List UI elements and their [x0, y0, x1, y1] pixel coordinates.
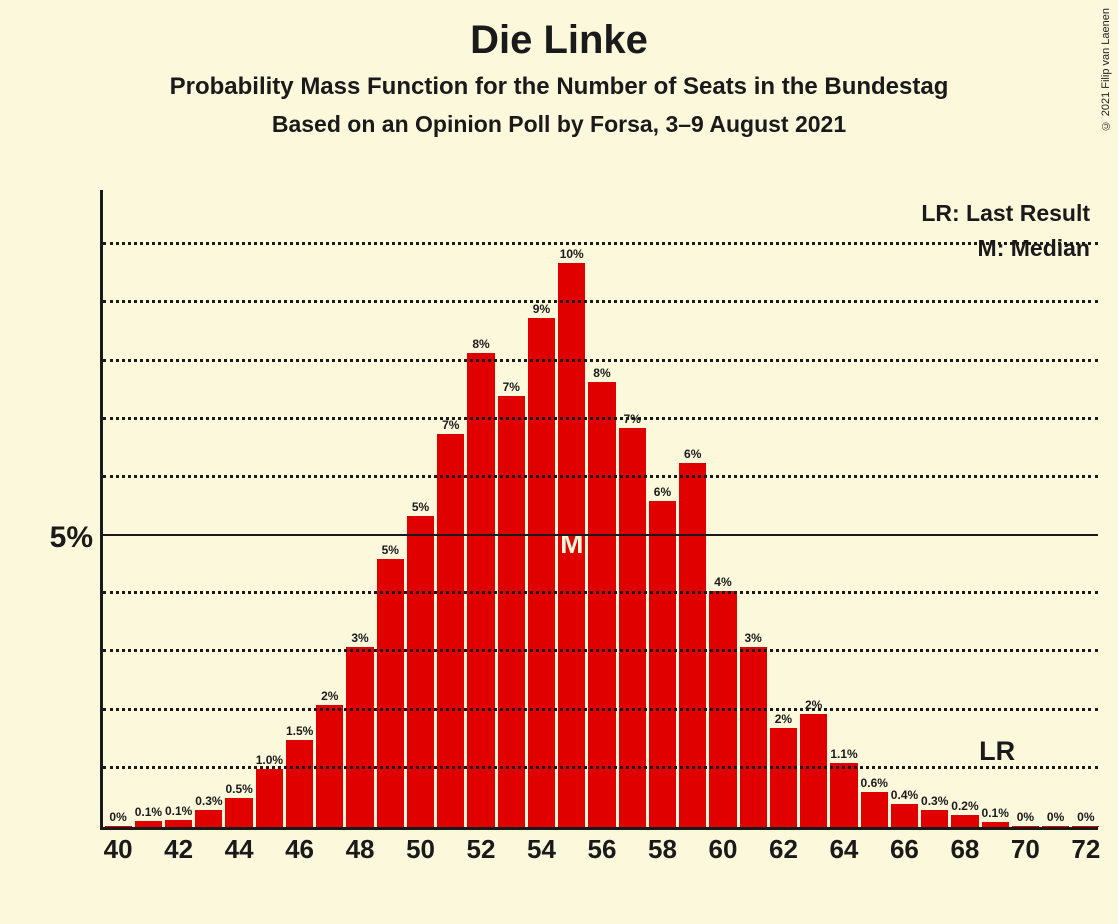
bar-value-label: 8% — [588, 366, 615, 380]
bar-value-label: 0.6% — [861, 776, 888, 790]
x-axis-tick: 56 — [588, 834, 617, 865]
lr-marker: LR — [979, 736, 1015, 767]
bar-value-label: 0.1% — [982, 806, 1009, 820]
chart-container: LR: Last Result M: Median 0%0.1%0.1%0.3%… — [38, 190, 1098, 870]
bar-value-label: 0.5% — [225, 782, 252, 796]
bar-value-label: 0% — [1012, 810, 1039, 824]
chart-title: Die Linke — [0, 18, 1118, 63]
x-axis-tick: 66 — [890, 834, 919, 865]
bar: 6% — [649, 501, 676, 827]
bar: 7% — [498, 396, 525, 827]
bar-value-label: 3% — [346, 631, 373, 645]
bar-value-label: 0.4% — [891, 788, 918, 802]
bar-value-label: 0% — [1072, 810, 1099, 824]
x-axis-tick: 52 — [467, 834, 496, 865]
bar-value-label: 0.2% — [951, 799, 978, 813]
bar: 3% — [346, 647, 373, 827]
bar: 0.6% — [861, 792, 888, 827]
bar-value-label: 5% — [407, 500, 434, 514]
x-axis-tick: 72 — [1071, 834, 1100, 865]
bar-value-label: 4% — [709, 575, 736, 589]
x-axis-tick: 70 — [1011, 834, 1040, 865]
bar-value-label: 8% — [467, 337, 494, 351]
gridline-major — [103, 534, 1098, 536]
bar-value-label: 2% — [316, 689, 343, 703]
plot-area: LR: Last Result M: Median 0%0.1%0.1%0.3%… — [100, 190, 1098, 830]
x-axis-tick: 40 — [104, 834, 133, 865]
bar: 1.1% — [830, 763, 857, 827]
median-marker: M — [560, 528, 583, 560]
bar: 0.4% — [891, 804, 918, 827]
bar: 5% — [377, 559, 404, 827]
gridline-minor — [103, 300, 1098, 303]
bar-value-label: 0.3% — [921, 794, 948, 808]
bar: 0.1% — [135, 821, 162, 827]
bar: 1.0% — [256, 769, 283, 827]
bar: 10%M — [558, 263, 585, 827]
bar-value-label: 6% — [649, 485, 676, 499]
bar: 3% — [740, 647, 767, 827]
bar-value-label: 1.5% — [286, 724, 313, 738]
x-axis-tick: 64 — [829, 834, 858, 865]
bar: 0% — [1072, 826, 1099, 827]
bar: 2% — [800, 714, 827, 827]
bar-value-label: 0.3% — [195, 794, 222, 808]
bar-value-label: 7% — [437, 418, 464, 432]
bar-value-label: 0.1% — [135, 805, 162, 819]
bar: 0.3% — [921, 810, 948, 827]
bar: 0% — [105, 826, 132, 827]
copyright-text: © 2021 Filip van Laenen — [1100, 8, 1112, 131]
bar: 0.3% — [195, 810, 222, 827]
bar-value-label: 6% — [679, 447, 706, 461]
bars-group: 0%0.1%0.1%0.3%0.5%1.0%1.5%2%3%5%5%7%8%7%… — [103, 190, 1098, 827]
chart-subtitle-1: Probability Mass Function for the Number… — [0, 73, 1118, 101]
x-axis-tick: 46 — [285, 834, 314, 865]
gridline-minor — [103, 242, 1098, 245]
bar: 2% — [770, 728, 797, 827]
x-axis-tick: 60 — [709, 834, 738, 865]
bar: 0% — [1042, 826, 1069, 827]
gridline-minor — [103, 708, 1098, 711]
bar-value-label: 0% — [1042, 810, 1069, 824]
bar-value-label: 0% — [104, 810, 131, 824]
bar: 0% — [1012, 826, 1039, 827]
bar-value-label: 5% — [377, 543, 404, 557]
bar-value-label: 9% — [528, 302, 555, 316]
gridline-minor — [103, 475, 1098, 478]
x-axis-tick: 42 — [164, 834, 193, 865]
x-axis-tick: 50 — [406, 834, 435, 865]
bar: 6% — [679, 463, 706, 827]
bar-value-label: 7% — [498, 380, 525, 394]
bar: 5% — [407, 516, 434, 827]
gridline-minor — [103, 417, 1098, 420]
bar-value-label: 2% — [770, 712, 797, 726]
bar: 0.2% — [951, 815, 978, 827]
bar: 1.5% — [286, 740, 313, 827]
gridline-minor — [103, 359, 1098, 362]
bar: 8% — [588, 382, 615, 827]
gridline-minor — [103, 766, 1098, 769]
x-axis-tick: 48 — [346, 834, 375, 865]
bar: 9% — [528, 318, 555, 827]
bar: 0.5% — [225, 798, 252, 827]
x-axis-tick: 62 — [769, 834, 798, 865]
y-axis-label: 5% — [38, 521, 93, 555]
x-axis-tick: 54 — [527, 834, 556, 865]
bar-value-label: 1.0% — [256, 753, 283, 767]
bar-value-label: 10% — [558, 247, 585, 261]
bar-value-label: 3% — [740, 631, 767, 645]
bar: 0.1% — [982, 822, 1009, 827]
bar: 0.1% — [165, 820, 192, 827]
gridline-minor — [103, 649, 1098, 652]
bar-value-label: 1.1% — [830, 747, 857, 761]
x-axis-tick: 68 — [950, 834, 979, 865]
bar: 8% — [467, 353, 494, 827]
x-axis-tick: 44 — [225, 834, 254, 865]
chart-subtitle-2: Based on an Opinion Poll by Forsa, 3–9 A… — [0, 111, 1118, 138]
gridline-minor — [103, 591, 1098, 594]
bar-value-label: 0.1% — [165, 804, 192, 818]
x-axis-tick: 58 — [648, 834, 677, 865]
